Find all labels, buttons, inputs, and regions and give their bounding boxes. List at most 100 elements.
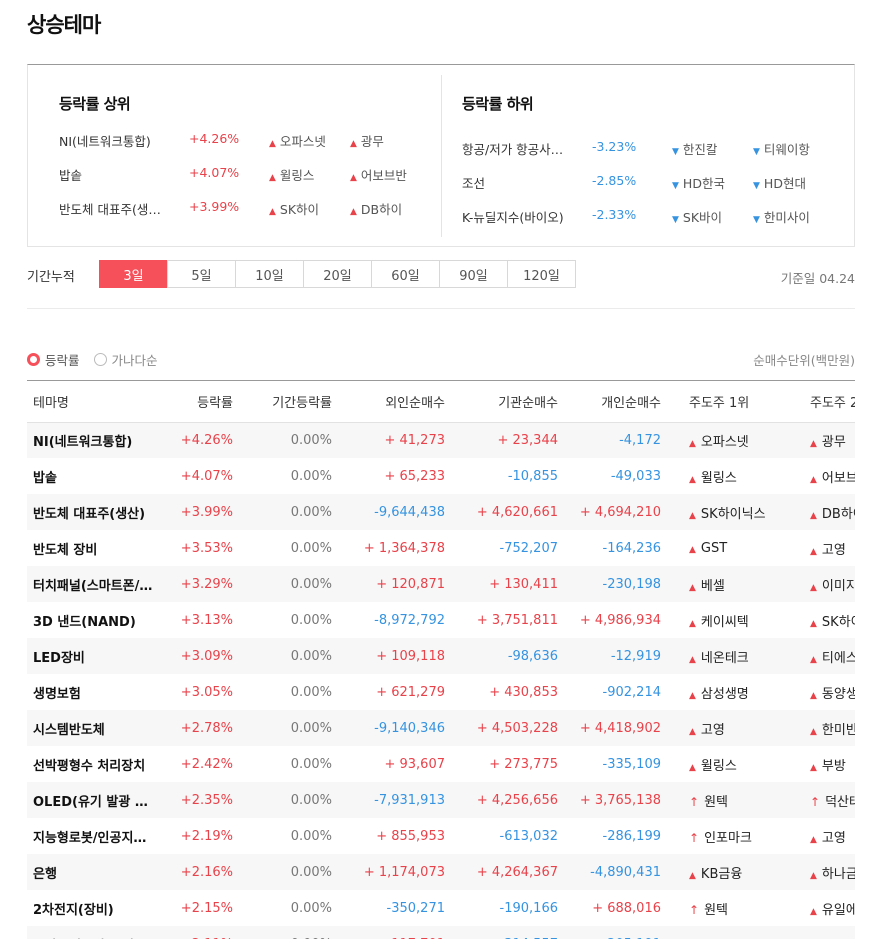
cell-theme-name[interactable]: 터치패널(스마트폰/… bbox=[27, 566, 155, 602]
summary-stock[interactable]: ▲ 오파스넷 bbox=[269, 131, 326, 150]
sort-label-alpha[interactable]: 가나다순 bbox=[111, 353, 158, 368]
col-header-foreign[interactable]: 외인순매수 bbox=[342, 381, 455, 423]
table-row[interactable]: 터치패널(스마트폰/… +3.29% 0.00% + 120,871 + 130,411… bbox=[27, 566, 855, 602]
table-row[interactable]: NI(네트워크통합) +4.26% 0.00% + 41,273 + 23,344 -4,… bbox=[27, 422, 855, 458]
cell-lead1[interactable]: ▲고영 bbox=[671, 926, 792, 939]
table-row[interactable]: 생명보험 +3.05% 0.00% + 621,279 + 430,853 -902,21… bbox=[27, 674, 855, 710]
summary-stock[interactable]: ▲ 광무 bbox=[350, 131, 384, 150]
cell-lead1[interactable]: ↑ 인포마크 bbox=[671, 818, 792, 854]
table-row[interactable]: LED장비 +3.09% 0.00% + 109,118 -98,636 -12,919 ▲… bbox=[27, 638, 855, 674]
cell-lead2[interactable]: ▲ SK하이 bbox=[792, 602, 855, 638]
summary-theme-name[interactable]: K-뉴딜지수(바이오) bbox=[462, 210, 564, 225]
cell-lead2[interactable]: ▲ 하나금융 bbox=[792, 854, 855, 890]
sort-radio-rate[interactable] bbox=[27, 353, 40, 366]
table-row[interactable]: 2차전지(장비) +2.15% 0.00% -350,271 -190,166 + 688… bbox=[27, 890, 855, 926]
cell-lead2[interactable]: ▲ 이미지스 bbox=[792, 566, 855, 602]
cell-lead1[interactable]: ▲ 윌링스 bbox=[671, 746, 792, 782]
col-header-institution[interactable]: 기관순매수 bbox=[455, 381, 568, 423]
cell-lead1[interactable]: ↑ 원텍 bbox=[671, 782, 792, 818]
col-header-individual[interactable]: 개인순매수 bbox=[568, 381, 671, 423]
period-tab[interactable]: 20일 bbox=[303, 260, 372, 288]
cell-theme-name[interactable]: 반도체 장비 bbox=[33, 542, 98, 558]
summary-stock[interactable]: ▼ 한미사이 bbox=[753, 207, 810, 226]
cell-theme-name[interactable]: 반도체 대표주(생산) bbox=[27, 494, 155, 530]
cell-lead2[interactable]: ▲ 고영 bbox=[792, 818, 855, 854]
table-row[interactable]: 지능형로봇/인공지… +2.19% 0.00% + 855,953 -613,032 -2… bbox=[27, 818, 855, 854]
sort-label-rate[interactable]: 등락률 bbox=[45, 353, 80, 368]
cell-lead2[interactable]: ▲ DB하이 bbox=[792, 494, 855, 530]
cell-lead1[interactable]: ▲ 베셀 bbox=[671, 566, 792, 602]
cell-lead2[interactable]: ↑ 덕산테크 bbox=[792, 782, 855, 818]
summary-row[interactable]: 항공/저가 항공사… -3.23% ▼ 한진칼 ▼ 티웨이항 bbox=[462, 139, 842, 159]
summary-stock[interactable]: ▼ 한진칼 bbox=[672, 139, 717, 158]
cell-lead2[interactable]: ▲ 고영 bbox=[792, 530, 855, 566]
cell-lead2[interactable]: ▲ 광무 bbox=[792, 422, 855, 458]
cell-lead2[interactable]: ▲아이엘사 bbox=[792, 926, 855, 939]
period-tab[interactable]: 60일 bbox=[371, 260, 440, 288]
cell-theme-name[interactable]: LED장비 bbox=[27, 638, 155, 674]
summary-stock[interactable]: ▼ HD한국 bbox=[672, 173, 725, 192]
cell-lead2[interactable]: ▲ 부방 bbox=[792, 746, 855, 782]
cell-lead2[interactable]: ▲ 한미반도 bbox=[792, 710, 855, 746]
summary-theme-name[interactable]: 조선 bbox=[462, 176, 486, 191]
table-row[interactable]: 반도체 대표주(생산) +3.99% 0.00% -9,644,438 + 4,620,… bbox=[27, 494, 855, 530]
summary-stock[interactable]: ▲ 어보브반 bbox=[350, 165, 407, 184]
cell-lead1[interactable]: ▲ GST bbox=[671, 530, 792, 566]
table-row[interactable]: 밥솥 +4.07% 0.00% + 65,233 -10,855 -49,033 ▲ 윌링스 ▲… bbox=[27, 458, 855, 494]
col-header-period-rate[interactable]: 기간등락률 bbox=[243, 381, 342, 423]
cell-lead2[interactable]: ▲ 어보브반 bbox=[792, 458, 855, 494]
cell-lead1[interactable]: ▲ 네온테크 bbox=[671, 638, 792, 674]
cell-lead1[interactable]: ▲ 케이씨텍 bbox=[671, 602, 792, 638]
cell-lead1[interactable]: ▲ 삼성생명 bbox=[671, 674, 792, 710]
cell-lead1[interactable]: ▲ 오파스넷 bbox=[671, 422, 792, 458]
summary-row[interactable]: 조선 -2.85% ▼ HD한국 ▼ HD현대 bbox=[462, 173, 842, 193]
cell-theme-name[interactable]: 시스템반도체 bbox=[27, 710, 155, 746]
summary-theme-name[interactable]: 항공/저가 항공사… bbox=[462, 142, 564, 157]
cell-theme-name[interactable]: 은행 bbox=[27, 854, 155, 890]
summary-stock[interactable]: ▲ 윌링스 bbox=[269, 165, 314, 184]
summary-stock[interactable]: ▲ DB하이 bbox=[350, 199, 402, 218]
period-tab[interactable]: 120일 bbox=[507, 260, 576, 288]
col-header-theme[interactable]: 테마명 bbox=[27, 381, 155, 423]
cell-theme-name[interactable]: 3D 낸드(NAND) bbox=[33, 614, 136, 630]
cell-lead1[interactable]: ▲ 윌링스 bbox=[671, 458, 792, 494]
cell-theme-name[interactable]: NI(네트워크통합) bbox=[27, 422, 155, 458]
cell-lead2[interactable]: ▲ 티에스이 bbox=[792, 638, 855, 674]
cell-theme-name[interactable]: 생명보험 bbox=[33, 686, 81, 702]
cell-lead1[interactable]: ▲ KB금융 bbox=[671, 854, 792, 890]
summary-row[interactable]: K-뉴딜지수(바이오) -2.33% ▼ SK바이 ▼ 한미사이 bbox=[462, 207, 842, 227]
summary-theme-name[interactable]: 반도체 대표주(생… bbox=[59, 202, 161, 217]
summary-stock[interactable]: ▼ HD현대 bbox=[753, 173, 806, 192]
summary-stock[interactable]: ▼ SK바이 bbox=[672, 207, 722, 226]
cell-theme-name[interactable]: OLED(유기 발광 다… bbox=[27, 782, 155, 818]
cell-theme-name[interactable]: 2차전지(장비) bbox=[33, 902, 114, 918]
period-tab[interactable]: 3일 bbox=[99, 260, 168, 288]
period-tab[interactable]: 5일 bbox=[167, 260, 236, 288]
table-row[interactable]: 3D 낸드(NAND) +3.13% 0.00% -8,972,792 + 3,751,… bbox=[27, 602, 855, 638]
summary-stock[interactable]: ▼ 티웨이항 bbox=[753, 139, 810, 158]
cell-lead1[interactable]: ↑ 원텍 bbox=[671, 890, 792, 926]
sort-radio-alpha[interactable] bbox=[93, 353, 107, 366]
period-tab[interactable]: 90일 bbox=[439, 260, 508, 288]
table-row[interactable]: 스마트팩토리(스마…+2.11%0.00%+ 117,701-314,557-2… bbox=[27, 926, 855, 939]
table-row[interactable]: 은행 +2.16% 0.00% + 1,174,073 + 4,264,367 -4,89… bbox=[27, 854, 855, 890]
cell-theme-name[interactable]: 밥솥 bbox=[33, 470, 57, 486]
table-row[interactable]: 반도체 장비 +3.53% 0.00% + 1,364,378 -752,207 -164… bbox=[27, 530, 855, 566]
summary-row[interactable]: 밥솥 +4.07% ▲ 윌링스 ▲ 어보브반 bbox=[59, 165, 439, 185]
summary-theme-name[interactable]: NI(네트워크통합) bbox=[59, 134, 151, 149]
cell-lead2[interactable]: ▲ 유일에너 bbox=[792, 890, 855, 926]
cell-theme-name[interactable]: 선박평형수 처리장치 bbox=[33, 758, 146, 774]
cell-theme-name[interactable]: 스마트팩토리(스마… bbox=[27, 926, 155, 939]
cell-lead1[interactable]: ▲고영 bbox=[671, 710, 792, 746]
col-header-rate[interactable]: 등락률 bbox=[155, 381, 243, 423]
cell-lead1[interactable]: ▲ SK하이닉스 bbox=[671, 494, 792, 530]
table-row[interactable]: 시스템반도체 +2.78% 0.00% -9,140,346 + 4,503,228 + … bbox=[27, 710, 855, 746]
summary-row[interactable]: 반도체 대표주(생… +3.99% ▲ SK하이 ▲ DB하이 bbox=[59, 199, 439, 219]
summary-stock[interactable]: ▲ SK하이 bbox=[269, 199, 319, 218]
summary-row[interactable]: NI(네트워크통합) +4.26% ▲ 오파스넷 ▲ 광무 bbox=[59, 131, 439, 151]
cell-lead2[interactable]: ▲ 동양생명 bbox=[792, 674, 855, 710]
cell-theme-name[interactable]: 지능형로봇/인공지… bbox=[33, 830, 147, 846]
period-tab[interactable]: 10일 bbox=[235, 260, 304, 288]
table-row[interactable]: 선박평형수 처리장치 +2.42% 0.00% + 93,607 + 273,775 -3… bbox=[27, 746, 855, 782]
table-row[interactable]: OLED(유기 발광 다… +2.35% 0.00% -7,931,913 + 4,25… bbox=[27, 782, 855, 818]
